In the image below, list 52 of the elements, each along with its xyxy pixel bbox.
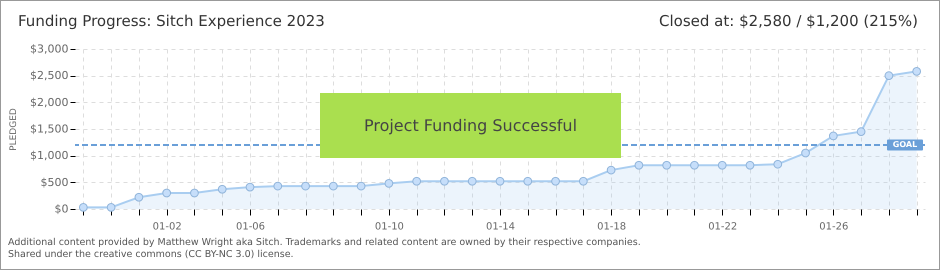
ref-line-label: GOAL bbox=[892, 140, 918, 149]
point bbox=[190, 188, 199, 198]
point bbox=[746, 160, 754, 170]
point bbox=[440, 176, 449, 186]
y-tick-label: $3,000 bbox=[30, 42, 68, 56]
point bbox=[328, 182, 338, 190]
point bbox=[356, 182, 366, 190]
point bbox=[551, 176, 560, 186]
point bbox=[828, 132, 838, 140]
text: Additional content provided by Matthew Wright aka Sitch. Trademarks and related content are owned by their respective companies. bbox=[8, 237, 641, 249]
point bbox=[412, 176, 422, 186]
point bbox=[496, 176, 504, 186]
point bbox=[384, 179, 394, 188]
y-tick-label: $1,000 bbox=[30, 149, 68, 162]
y-tick-label: $1,500 bbox=[30, 122, 68, 136]
x-tick-label: 01-22 bbox=[708, 222, 738, 232]
y-tick-label: $2,500 bbox=[30, 69, 68, 82]
point bbox=[162, 188, 172, 198]
x-tick-label: 01-10 bbox=[374, 222, 404, 232]
point bbox=[78, 203, 88, 212]
point bbox=[106, 203, 116, 212]
point bbox=[801, 148, 810, 158]
point bbox=[134, 192, 144, 202]
point bbox=[634, 160, 644, 170]
point bbox=[273, 182, 282, 190]
y-tick-label: $0 bbox=[54, 202, 68, 216]
point bbox=[218, 184, 227, 194]
point bbox=[690, 160, 699, 170]
x-tick-label: 01-18 bbox=[597, 222, 626, 232]
point bbox=[578, 176, 588, 186]
point bbox=[662, 160, 672, 170]
banner: Project Funding Successful bbox=[320, 93, 621, 158]
chart-title: Funding Progress: Sitch Experience 2023 bbox=[18, 12, 325, 30]
x-tick-label: 01-14 bbox=[486, 222, 516, 232]
y-tick-label: $500 bbox=[40, 176, 68, 189]
x-tick-label: 01-06 bbox=[236, 222, 266, 232]
point bbox=[301, 182, 310, 190]
y-axis-title: PLEDGED bbox=[9, 108, 20, 151]
x-tick-label: 01-02 bbox=[152, 222, 182, 232]
text: Shared under the creative commons (CC BY-NC 3.0) license. bbox=[8, 249, 295, 261]
text: Closed at: $2,580 / $1,200 (215%) bbox=[659, 12, 918, 30]
point bbox=[246, 182, 254, 192]
point bbox=[884, 71, 894, 80]
point bbox=[856, 127, 866, 136]
point bbox=[606, 166, 616, 174]
point bbox=[912, 67, 922, 76]
point bbox=[468, 176, 477, 186]
point bbox=[718, 160, 727, 170]
point bbox=[773, 160, 782, 169]
y-tick-label: $2,000 bbox=[30, 96, 68, 109]
point bbox=[523, 176, 532, 186]
x-tick-label: 01-26 bbox=[819, 222, 848, 232]
